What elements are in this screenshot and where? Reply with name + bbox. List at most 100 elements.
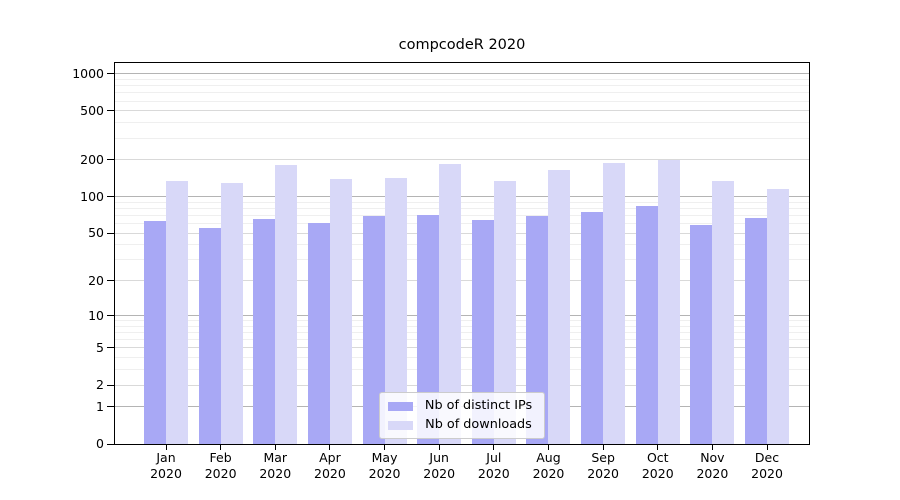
legend-swatch-downloads	[388, 420, 413, 430]
bar-distinct-ips-nov	[690, 224, 713, 444]
x-tick-mark-nov	[711, 444, 713, 450]
bar-downloads-apr	[329, 179, 352, 444]
gridline-minor	[115, 100, 809, 102]
x-tick-mark-aug	[547, 444, 549, 450]
x-label-month: Nov	[700, 450, 725, 465]
bar-distinct-ips-jun	[417, 214, 440, 444]
gridline-minor	[115, 332, 809, 334]
x-tick-mark-feb	[220, 444, 222, 450]
y-axis-tick-label-1: 1	[96, 398, 104, 414]
x-label-month: Mar	[263, 450, 288, 465]
y-axis-tick-label-50: 50	[88, 225, 104, 241]
bar-downloads-feb	[220, 182, 243, 444]
y-tick-mark-0	[107, 443, 114, 445]
y-axis-tick-label-0: 0	[96, 436, 104, 451]
gridline-100	[115, 196, 809, 198]
y-tick-mark-5	[107, 347, 114, 349]
bar-downloads-aug	[548, 170, 571, 444]
gridline-500	[115, 110, 809, 112]
bar-downloads-jun	[439, 164, 462, 444]
bar-distinct-ips-mar	[253, 218, 276, 444]
bar-distinct-ips-oct	[635, 205, 658, 444]
gridline-minor	[115, 201, 809, 203]
y-tick-mark-50	[107, 232, 114, 234]
gridline-minor	[115, 215, 809, 217]
y-tick-mark-2	[107, 384, 114, 386]
bar-distinct-ips-jan	[144, 221, 166, 444]
gridline-minor	[115, 339, 809, 341]
y-axis-tick-label-500: 500	[80, 102, 104, 118]
bar-downloads-may	[384, 177, 407, 444]
y-tick-mark-200	[107, 159, 114, 161]
gridline-minor	[115, 320, 809, 322]
x-axis-tick-label-oct: Oct 2020	[630, 450, 686, 482]
bar-distinct-ips-sep	[581, 211, 604, 444]
x-tick-mark-oct	[657, 444, 659, 450]
x-label-month: Sep	[591, 450, 615, 465]
x-axis-tick-label-apr: Apr 2020	[302, 450, 358, 482]
y-tick-mark-1000	[107, 73, 114, 75]
x-label-year: 2020	[587, 466, 620, 481]
x-label-year: 2020	[150, 466, 182, 481]
x-label-year: 2020	[696, 466, 729, 481]
y-tick-mark-10	[107, 315, 114, 316]
y-axis-tick-label-20: 20	[88, 272, 104, 288]
x-label-year: 2020	[477, 466, 510, 481]
gridline-minor	[115, 357, 809, 359]
x-tick-mark-dec	[766, 444, 768, 450]
legend-swatch-distinct-ips	[388, 401, 413, 411]
x-label-year: 2020	[368, 466, 401, 481]
x-axis-tick-label-dec: Dec 2020	[739, 450, 795, 482]
gridline-200	[115, 159, 809, 161]
bar-downloads-jan	[166, 180, 188, 444]
x-axis-tick-label-jul: Jul 2020	[466, 450, 522, 482]
x-tick-mark-jun	[438, 444, 440, 450]
x-label-year: 2020	[532, 466, 565, 481]
y-axis-tick-label-5: 5	[96, 339, 104, 355]
gridline-minor	[115, 208, 809, 209]
gridline-10	[115, 315, 809, 316]
bar-downloads-mar	[275, 165, 298, 444]
x-label-year: 2020	[641, 466, 674, 481]
x-label-month: Apr	[319, 450, 341, 465]
x-axis-tick-label-mar: Mar 2020	[247, 450, 303, 482]
x-label-year: 2020	[751, 466, 783, 481]
y-axis-tick-label-200: 200	[80, 151, 104, 167]
bar-downloads-jul	[493, 181, 516, 444]
bar-distinct-ips-jul	[471, 220, 494, 444]
gridline-minor	[115, 78, 809, 80]
x-label-year: 2020	[204, 466, 237, 481]
x-label-month: Feb	[209, 450, 232, 465]
x-axis-tick-label-jun: Jun 2020	[411, 450, 467, 482]
x-axis-tick-label-aug: Aug 2020	[520, 450, 576, 482]
legend-label-distinct-ips: Nb of distinct IPs	[424, 398, 533, 413]
gridline-5	[115, 347, 809, 349]
gridline-minor	[115, 259, 809, 261]
bar-downloads-sep	[603, 163, 626, 444]
x-axis-tick-label-may: May 2020	[357, 450, 413, 482]
plot-area	[107, 62, 810, 450]
bar-distinct-ips-apr	[307, 222, 330, 444]
x-label-month: May	[371, 450, 398, 465]
x-label-year: 2020	[259, 466, 292, 481]
x-tick-mark-jul	[493, 444, 495, 450]
gridline-minor	[115, 92, 809, 94]
x-tick-mark-may	[384, 444, 386, 450]
y-tick-mark-500	[107, 110, 114, 112]
y-axis-tick-label-2: 2	[96, 377, 104, 393]
legend-label-downloads: Nb of downloads	[425, 417, 532, 432]
y-axis-tick-label-1000: 1000	[72, 65, 104, 81]
x-tick-mark-sep	[602, 444, 604, 450]
x-label-month: Jun	[429, 450, 449, 465]
legend: Nb of distinct IPs Nb of downloads	[379, 392, 545, 439]
x-tick-mark-mar	[274, 444, 276, 450]
x-label-month: Oct	[646, 450, 669, 465]
x-label-month: Dec	[754, 450, 780, 465]
gridline-50	[115, 232, 809, 234]
x-tick-mark-apr	[329, 444, 331, 450]
y-axis-tick-label-100: 100	[80, 188, 104, 204]
gridline-20	[115, 280, 809, 282]
x-label-month: Jan	[156, 450, 176, 465]
bar-downloads-dec	[767, 189, 790, 444]
